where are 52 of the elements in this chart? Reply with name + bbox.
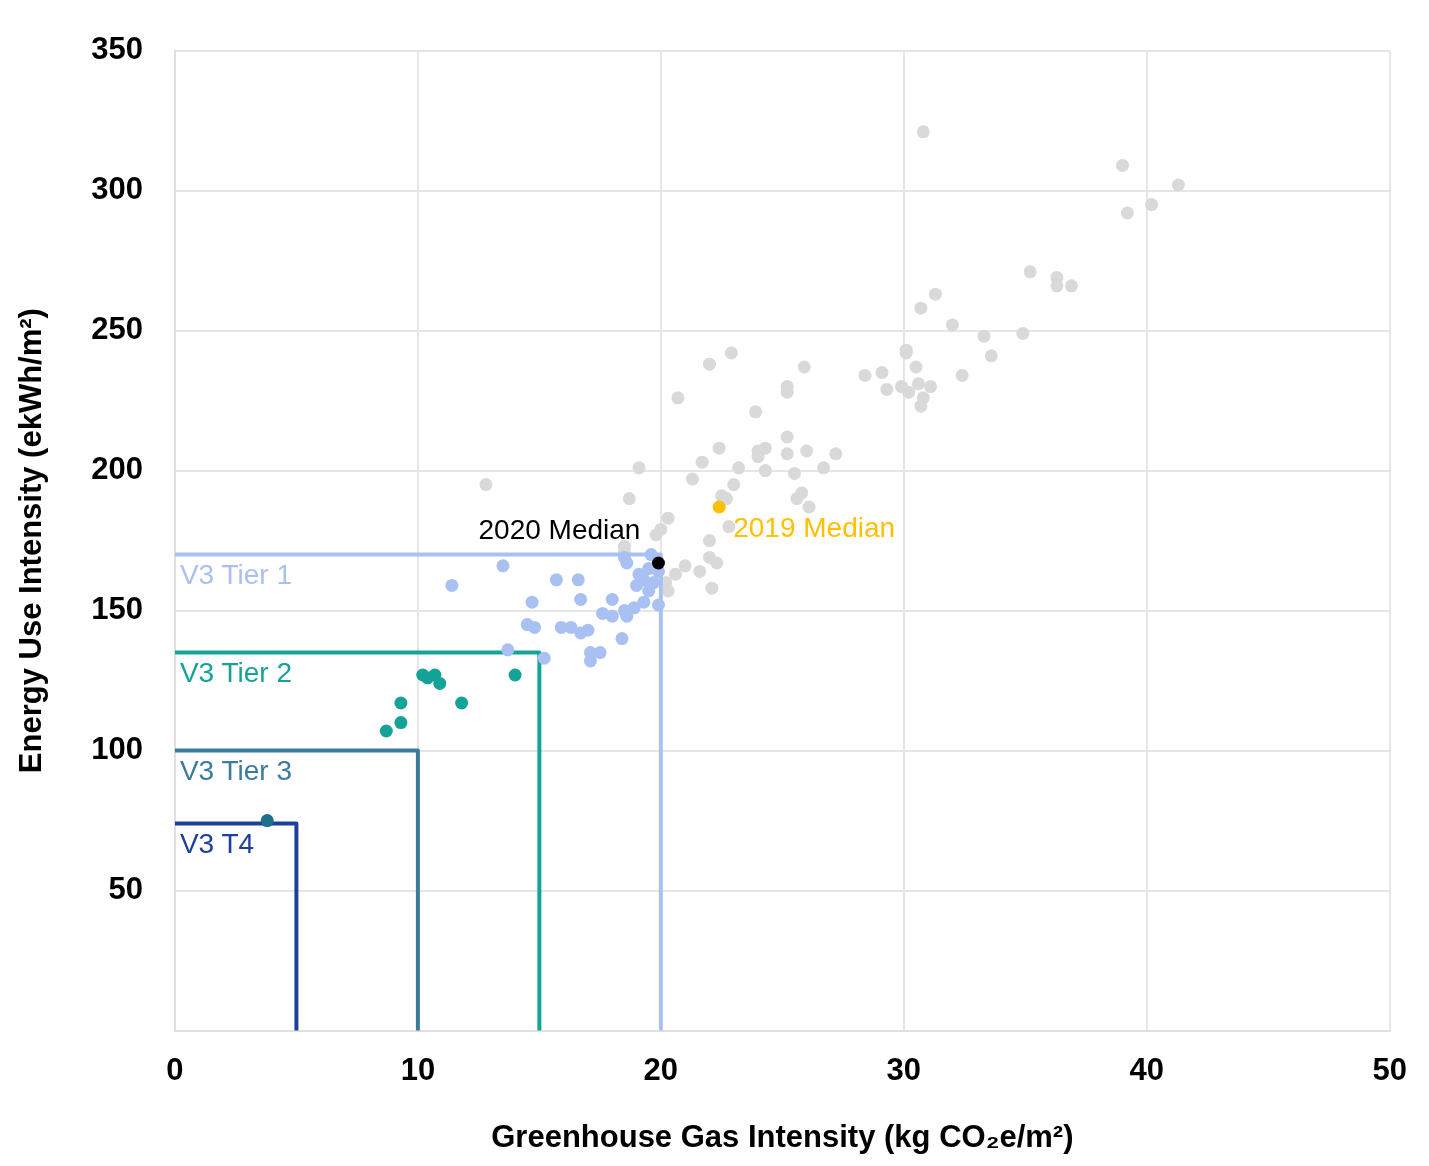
point <box>501 643 515 657</box>
point <box>455 696 469 710</box>
point <box>496 559 510 573</box>
point <box>593 646 607 660</box>
y-tick-label: 150 <box>91 591 143 627</box>
y-tick-label: 100 <box>91 731 143 767</box>
point <box>445 578 459 592</box>
y-axis-title: Energy Use Intensity (ekWh/m²) <box>13 308 49 774</box>
y-tick-label: 50 <box>108 871 143 907</box>
point <box>651 556 665 570</box>
point <box>571 573 585 587</box>
point <box>394 696 408 710</box>
point <box>581 623 595 637</box>
x-tick-label: 40 <box>1129 1051 1165 1087</box>
series-label: 2020 Median <box>478 513 641 545</box>
x-tick-label: 30 <box>886 1051 922 1087</box>
point <box>564 620 578 634</box>
y-tick-label: 350 <box>91 31 143 67</box>
series-label: 2019 Median <box>733 511 896 543</box>
series-label: V3 Tier 1 <box>179 559 292 591</box>
point <box>379 724 393 738</box>
series-label: V3 Tier 2 <box>179 657 292 689</box>
x-tick-label: 10 <box>400 1051 436 1087</box>
point <box>637 595 651 609</box>
point <box>615 632 629 646</box>
y-tick-label: 250 <box>91 311 143 347</box>
y-tick-label: 300 <box>91 171 143 207</box>
x-tick-label: 0 <box>166 1051 184 1087</box>
point <box>605 609 619 623</box>
point <box>394 716 408 730</box>
x-tick-label: 20 <box>643 1051 679 1087</box>
point <box>549 573 563 587</box>
point <box>620 556 634 570</box>
point <box>644 548 658 562</box>
point <box>651 598 665 612</box>
point <box>583 654 597 668</box>
point <box>508 668 522 682</box>
point <box>647 576 661 590</box>
point <box>712 500 726 514</box>
point <box>537 651 551 665</box>
series-label: V3 T4 <box>179 828 255 860</box>
y-tick-label: 200 <box>91 451 143 487</box>
x-tick-label: 50 <box>1372 1051 1407 1087</box>
point <box>260 814 274 828</box>
series-label: V3 Tier 3 <box>179 755 292 787</box>
x-axis-title: Greenhouse Gas Intensity (kg CO₂e/m²) <box>491 1118 1074 1154</box>
point <box>574 592 588 606</box>
point <box>528 620 542 634</box>
point <box>433 676 447 690</box>
point <box>627 601 641 615</box>
point <box>525 595 539 609</box>
point <box>605 592 619 606</box>
